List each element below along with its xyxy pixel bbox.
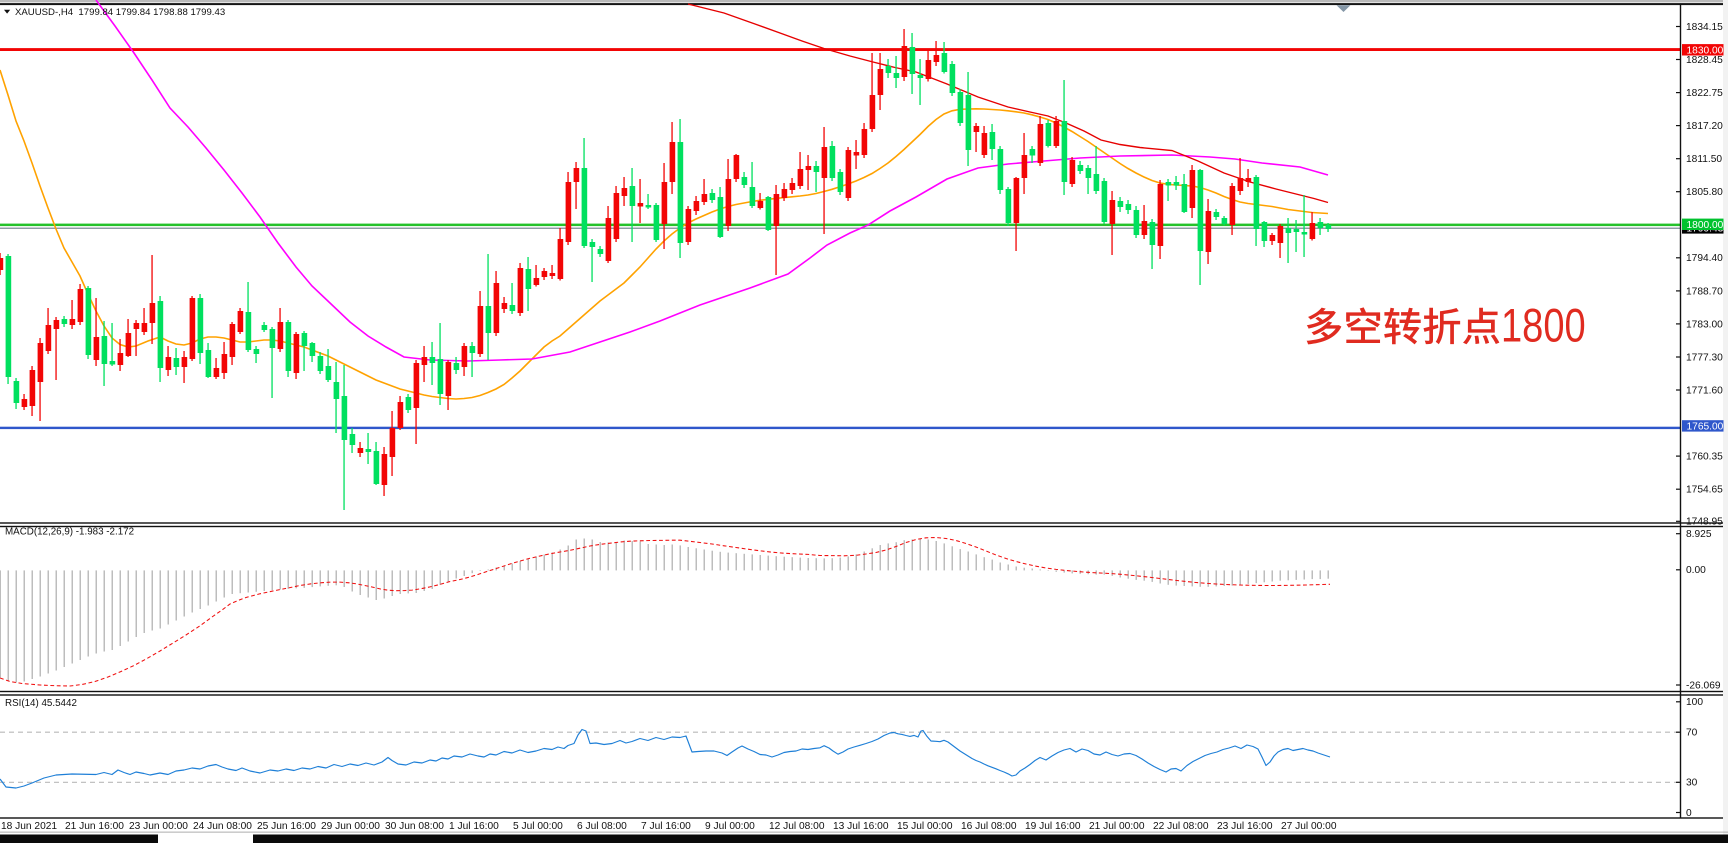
svg-text:29 Jun 00:00: 29 Jun 00:00 (321, 821, 380, 832)
svg-text:XAUUSD-,H4 1799.84 1799.84 17: XAUUSD-,H4 1799.84 1799.84 1798.88 1799.… (15, 7, 225, 18)
svg-text:24 Jun 08:00: 24 Jun 08:00 (193, 821, 252, 832)
svg-text:1811.50: 1811.50 (1686, 154, 1722, 165)
svg-text:15 Jul 00:00: 15 Jul 00:00 (897, 821, 953, 832)
svg-text:1828.45: 1828.45 (1686, 55, 1723, 66)
svg-text:1805.80: 1805.80 (1686, 187, 1723, 198)
svg-text:19 Jul 16:00: 19 Jul 16:00 (1025, 821, 1081, 832)
svg-text:MACD(12,26,9) -1.983 -2.172: MACD(12,26,9) -1.983 -2.172 (5, 527, 134, 538)
svg-text:-26.069: -26.069 (1686, 680, 1721, 691)
svg-text:9 Jul 00:00: 9 Jul 00:00 (705, 821, 755, 832)
svg-text:1760.35: 1760.35 (1686, 452, 1723, 463)
svg-text:RSI(14) 45.5442: RSI(14) 45.5442 (5, 698, 77, 709)
svg-text:1777.30: 1777.30 (1686, 352, 1723, 363)
svg-text:27 Jul 00:00: 27 Jul 00:00 (1281, 821, 1337, 832)
svg-text:1748.95: 1748.95 (1686, 517, 1723, 528)
svg-text:1771.60: 1771.60 (1686, 385, 1723, 396)
svg-text:30 Jun 08:00: 30 Jun 08:00 (385, 821, 444, 832)
svg-text:18 Jun 2021: 18 Jun 2021 (1, 821, 57, 832)
svg-text:25 Jun 16:00: 25 Jun 16:00 (257, 821, 316, 832)
svg-text:6 Jul 08:00: 6 Jul 08:00 (577, 821, 627, 832)
svg-text:1794.40: 1794.40 (1686, 253, 1723, 264)
svg-text:30: 30 (1686, 778, 1698, 789)
svg-text:21 Jun 16:00: 21 Jun 16:00 (65, 821, 124, 832)
svg-text:1754.65: 1754.65 (1686, 485, 1723, 496)
svg-text:1 Jul 16:00: 1 Jul 16:00 (449, 821, 499, 832)
svg-text:1822.75: 1822.75 (1686, 88, 1723, 99)
svg-text:100: 100 (1686, 697, 1703, 708)
svg-text:8.925: 8.925 (1686, 529, 1712, 540)
svg-text:1800: 1800 (1501, 300, 1586, 353)
svg-text:0: 0 (1686, 808, 1692, 819)
svg-text:5 Jul 00:00: 5 Jul 00:00 (513, 821, 563, 832)
svg-text:1783.00: 1783.00 (1686, 319, 1723, 330)
svg-text:23 Jun 00:00: 23 Jun 00:00 (129, 821, 188, 832)
svg-text:70: 70 (1686, 728, 1698, 739)
svg-text:16 Jul 08:00: 16 Jul 08:00 (961, 821, 1017, 832)
svg-text:21 Jul 00:00: 21 Jul 00:00 (1089, 821, 1145, 832)
svg-text:13 Jul 16:00: 13 Jul 16:00 (833, 821, 889, 832)
svg-text:7 Jul 16:00: 7 Jul 16:00 (641, 821, 691, 832)
svg-text:12 Jul 08:00: 12 Jul 08:00 (769, 821, 825, 832)
svg-text:1800.00: 1800.00 (1687, 220, 1724, 231)
svg-text:1765.00: 1765.00 (1687, 422, 1724, 433)
svg-text:1830.00: 1830.00 (1687, 46, 1724, 57)
svg-text:1788.70: 1788.70 (1686, 286, 1723, 297)
svg-text:1834.15: 1834.15 (1686, 22, 1723, 33)
svg-text:0.00: 0.00 (1686, 565, 1706, 576)
svg-text:23 Jul 16:00: 23 Jul 16:00 (1217, 821, 1273, 832)
svg-text:22 Jul 08:00: 22 Jul 08:00 (1153, 821, 1209, 832)
svg-text:1817.20: 1817.20 (1686, 121, 1723, 132)
